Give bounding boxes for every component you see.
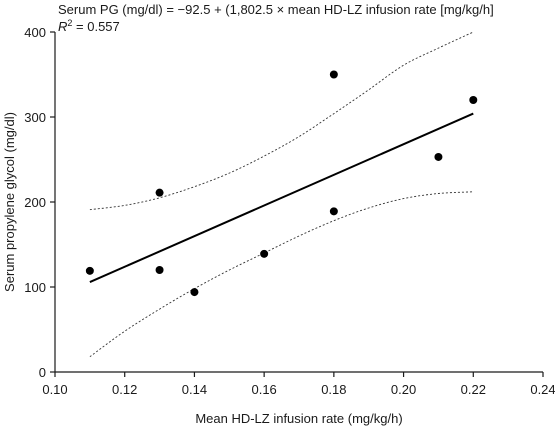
r-squared-superscript: 2: [67, 18, 72, 28]
regression-line: [89, 112, 474, 284]
y-tick-label: 100: [24, 280, 46, 295]
data-point: [329, 70, 338, 79]
regression-fit: [89, 112, 474, 284]
data-point: [155, 266, 164, 274]
y-tick-label: 200: [24, 195, 46, 210]
confidence-band-lower: [89, 191, 474, 358]
data-point: [155, 188, 164, 197]
x-tick-label: 0.20: [391, 382, 416, 397]
r-squared-annotation: R2 = 0.557: [58, 18, 120, 34]
x-axis-title: Mean HD-LZ infusion rate (mg/kg/h): [195, 411, 402, 426]
x-tick-label: 0.10: [42, 382, 67, 397]
confidence-band-upper: [89, 31, 474, 211]
y-tick-label: 400: [24, 25, 46, 40]
data-point: [329, 207, 338, 216]
x-tick-label: 0.16: [251, 382, 276, 397]
data-point: [469, 96, 478, 104]
data-point: [85, 266, 94, 275]
x-tick-label: 0.18: [321, 382, 346, 397]
y-tick-label: 0: [39, 365, 46, 380]
data-points: [85, 70, 478, 297]
x-tick-label: 0.22: [461, 382, 486, 397]
data-point: [260, 249, 269, 258]
x-tick-label: 0.24: [530, 382, 555, 397]
r-squared-symbol: R: [58, 19, 67, 34]
confidence-band: [89, 31, 474, 358]
data-point: [434, 152, 443, 161]
y-axis-title: Serum propylene glycol (mg/dl): [2, 112, 17, 292]
axes: [54, 32, 543, 373]
y-ticks: 0 100 200 300 400: [24, 25, 55, 380]
equation-annotation: Serum PG (mg/dl) = −92.5 + (1,802.5 × me…: [58, 2, 494, 17]
y-tick-label: 300: [24, 110, 46, 125]
x-ticks: 0.10 0.12 0.14 0.16 0.18 0.20 0.22 0.24: [42, 372, 555, 397]
data-point: [190, 288, 199, 297]
r-squared-value: = 0.557: [72, 19, 119, 34]
x-tick-label: 0.12: [112, 382, 137, 397]
x-tick-label: 0.14: [182, 382, 207, 397]
